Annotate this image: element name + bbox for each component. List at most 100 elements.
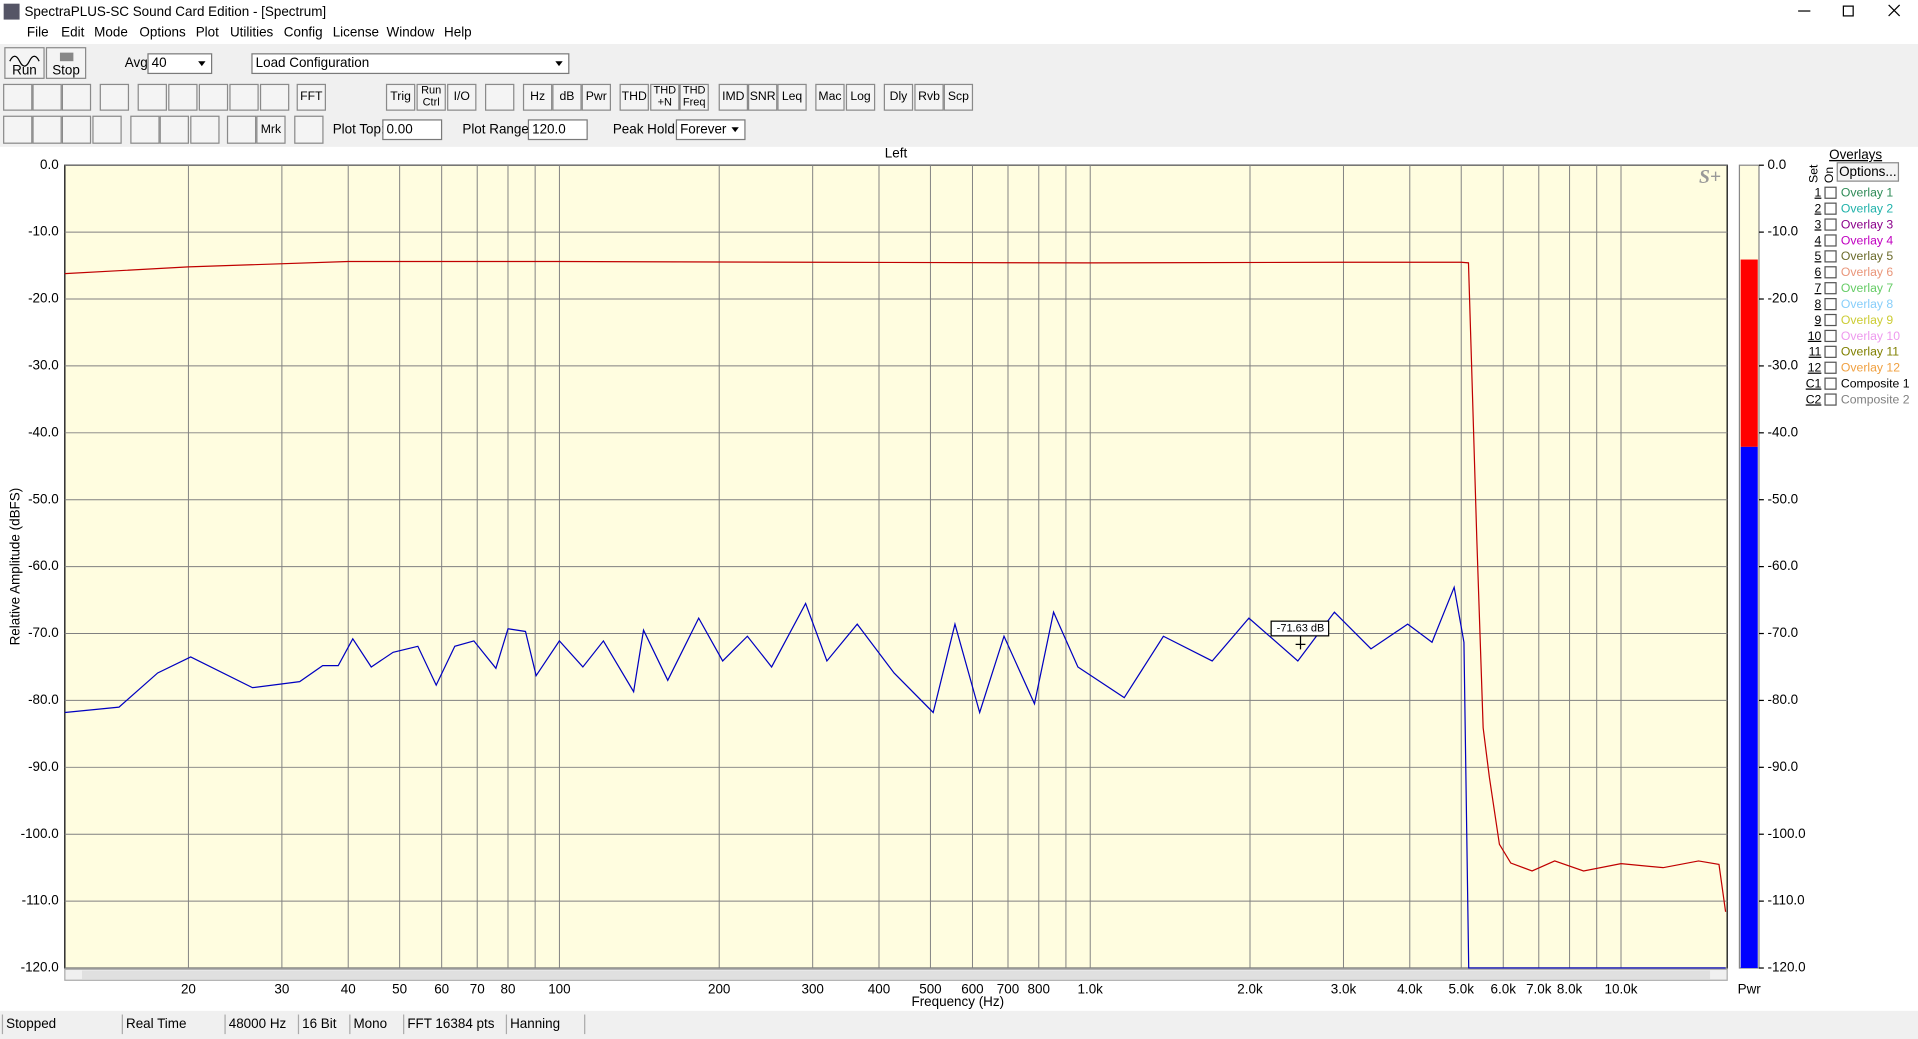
x-axis-label: Frequency (Hz) [911, 994, 1004, 1009]
tool-button[interactable] [815, 83, 845, 111]
tool-button[interactable] [650, 83, 680, 111]
tool-button[interactable] [522, 83, 553, 111]
overlay-set[interactable]: 12 [1808, 361, 1822, 375]
overlay-set[interactable]: 10 [1808, 329, 1822, 343]
icon-button[interactable] [294, 115, 324, 144]
icon-button[interactable] [485, 83, 515, 111]
meter-tick-label: -100.0 [1768, 826, 1806, 841]
overlay-checkbox[interactable] [1824, 186, 1837, 199]
window-controls[interactable] [1798, 4, 1901, 17]
plot-range-input[interactable] [527, 119, 588, 141]
tool-button-label: Freq [683, 97, 706, 109]
tool-button[interactable] [581, 83, 611, 111]
plot-top-input-text: 0.00 [387, 121, 413, 136]
tool-button[interactable] [883, 83, 914, 111]
tool-button[interactable] [718, 83, 748, 111]
tool-button[interactable] [296, 83, 326, 111]
icon-button[interactable] [99, 83, 130, 111]
menu-item[interactable]: Config [284, 25, 323, 40]
tool-button[interactable] [416, 83, 446, 111]
icon-button[interactable] [32, 115, 62, 144]
tool-button[interactable] [943, 83, 974, 111]
y-tick-label: -80.0 [28, 692, 59, 707]
icon-button[interactable] [137, 83, 167, 111]
peak-hold-select[interactable] [675, 119, 746, 141]
run-button[interactable] [4, 47, 45, 79]
icon-button[interactable] [61, 83, 92, 111]
menu-item[interactable]: Edit [61, 25, 84, 40]
icon-button[interactable] [130, 115, 160, 144]
overlay-set[interactable]: 4 [1815, 233, 1822, 247]
overlay-set[interactable]: 1 [1815, 186, 1822, 200]
menu-item[interactable]: Utilities [230, 25, 274, 40]
icon-button[interactable] [198, 83, 229, 111]
overlay-checkbox[interactable] [1824, 266, 1837, 279]
menu-item[interactable]: Window [387, 25, 435, 40]
tool-button[interactable] [552, 83, 582, 111]
tool-button[interactable] [777, 83, 807, 111]
options-button[interactable] [1836, 162, 1900, 182]
icon-button[interactable] [3, 83, 33, 111]
config-select[interactable] [251, 53, 570, 75]
menu-item[interactable]: Help [444, 25, 472, 40]
tool-button[interactable] [845, 83, 876, 111]
avg-select[interactable] [147, 53, 213, 75]
scroll-thumb[interactable] [81, 970, 1711, 980]
icon-button[interactable] [168, 83, 198, 111]
overlay-checkbox[interactable] [1824, 313, 1837, 327]
icon-button[interactable] [61, 115, 92, 144]
tool-button[interactable] [619, 83, 649, 111]
tool-button-label: +N [658, 97, 672, 109]
meter-label: Pwr [1738, 982, 1762, 997]
overlay-set[interactable]: C2 [1806, 392, 1822, 406]
tool-button-label: THD [683, 84, 706, 96]
tool-button[interactable] [447, 83, 477, 111]
menu-item[interactable]: Plot [196, 25, 219, 40]
overlay-set[interactable]: 11 [1809, 345, 1822, 359]
overlay-set[interactable]: 2 [1815, 202, 1822, 216]
icon-button[interactable] [226, 115, 257, 144]
overlay-checkbox[interactable] [1824, 329, 1837, 343]
tool-button[interactable] [914, 83, 944, 111]
overlay-set[interactable]: 5 [1815, 249, 1822, 263]
icon-button[interactable] [3, 115, 33, 144]
tool-button-label: FFT [300, 89, 323, 103]
overlay-set[interactable]: 3 [1815, 217, 1822, 231]
menu-item[interactable]: Options [139, 25, 186, 40]
tool-button[interactable] [747, 83, 778, 111]
meter-tick-label: -50.0 [1768, 491, 1799, 506]
overlay-checkbox[interactable] [1824, 250, 1837, 263]
icon-button[interactable] [92, 115, 122, 144]
overlay-set[interactable]: 6 [1815, 265, 1822, 279]
overlay-checkbox[interactable] [1824, 377, 1837, 390]
overlay-checkbox[interactable] [1824, 234, 1837, 247]
icon-button[interactable] [32, 83, 62, 111]
overlay-checkbox[interactable] [1824, 393, 1837, 406]
overlay-set[interactable]: 8 [1815, 297, 1822, 311]
icon-button[interactable] [190, 115, 220, 144]
icon-button[interactable] [159, 115, 189, 144]
overlay-set[interactable]: 9 [1815, 313, 1822, 327]
menu-item[interactable]: Mode [94, 25, 128, 40]
overlay-checkbox[interactable] [1824, 297, 1837, 311]
overlay-checkbox[interactable] [1824, 282, 1837, 295]
overlay-checkbox[interactable] [1824, 345, 1837, 358]
icon-button[interactable] [229, 83, 259, 111]
overlay-name: Composite 1 [1841, 377, 1910, 391]
overlay-set[interactable]: C1 [1806, 377, 1822, 391]
logo: S+ [1699, 167, 1721, 188]
plot-top-input[interactable] [382, 119, 443, 141]
tool-button[interactable] [385, 83, 416, 111]
tool-button[interactable] [679, 83, 709, 111]
overlay-checkbox[interactable] [1824, 361, 1837, 374]
overlay-checkbox[interactable] [1824, 218, 1837, 231]
series-line [64, 585, 1726, 969]
marker-button[interactable] [256, 115, 286, 144]
options-label: Options... [1839, 164, 1897, 179]
menu-item[interactable]: License [333, 25, 379, 40]
overlay-checkbox[interactable] [1824, 202, 1837, 215]
icon-button[interactable] [259, 83, 290, 111]
menu-item[interactable]: File [27, 25, 49, 40]
overlay-set[interactable]: 7 [1815, 281, 1822, 295]
stop-button[interactable] [45, 47, 87, 79]
